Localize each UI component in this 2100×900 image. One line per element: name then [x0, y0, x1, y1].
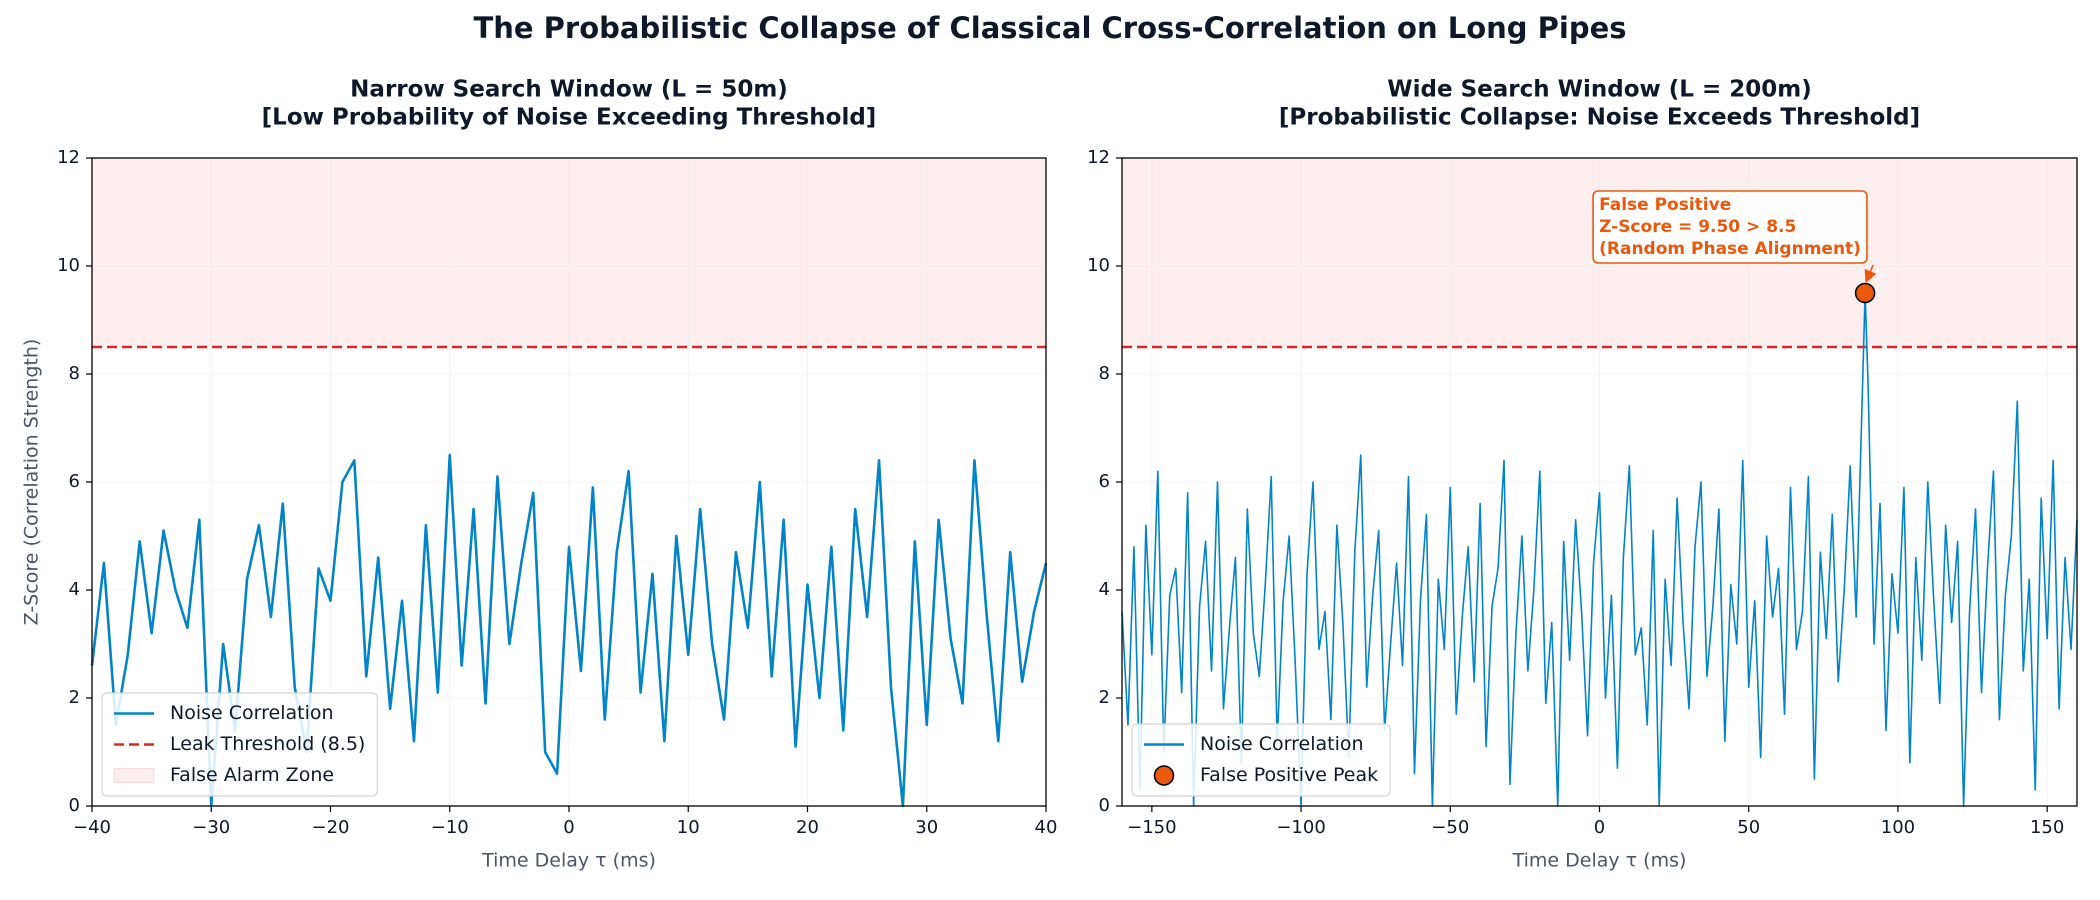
y-tick-label: 2: [69, 687, 80, 708]
y-axis-label: Z-Score (Correlation Strength): [21, 339, 43, 626]
y-tick-label: 12: [57, 147, 80, 168]
x-tick-label: 0: [1594, 817, 1605, 838]
x-axis-label: Time Delay τ (ms): [1512, 850, 1687, 872]
x-tick-label: 50: [1737, 817, 1760, 838]
annotation-text: False Positive: [1599, 195, 1731, 215]
y-tick-label: 4: [69, 579, 80, 600]
legend: Noise Correlation False Positive Peak: [1131, 723, 1391, 797]
noise-line: [90, 453, 1048, 808]
y-tick-label: 10: [1087, 255, 1110, 276]
y-tick-label: 10: [57, 255, 80, 276]
legend-marker: [1153, 765, 1175, 786]
x-tick-label: −40: [73, 817, 111, 838]
y-tick-label: 2: [1099, 687, 1110, 708]
y-tick-label: 12: [1087, 147, 1110, 168]
subplot-title: Wide Search Window (L = 200m): [1387, 77, 1811, 103]
suptitle: The Probabilistic Collapse of Classical …: [473, 11, 1626, 45]
x-tick-label: −30: [192, 817, 230, 838]
noise-line: [1121, 292, 2078, 807]
legend-label: False Positive Peak: [1200, 764, 1378, 786]
x-tick-label: −50: [1431, 817, 1469, 838]
x-tick-label: −150: [1127, 817, 1176, 838]
x-tick-label: 150: [2030, 817, 2064, 838]
legend-patch: [113, 768, 155, 783]
annotation-box: [1592, 190, 1868, 264]
legend: Noise Correlation Leak Threshold (8.5) Fal…: [101, 692, 378, 797]
y-tick-label: 6: [69, 471, 80, 492]
annotation-text: Z-Score = 9.50 > 8.5: [1599, 217, 1796, 237]
y-tick-label: 0: [1099, 795, 1110, 816]
x-tick-label: −10: [431, 817, 469, 838]
subplot-title: [Low Probability of Noise Exceeding Thre…: [262, 105, 877, 131]
x-tick-label: 100: [1881, 817, 1915, 838]
legend-box: [101, 692, 378, 797]
x-tick-label: 40: [1035, 817, 1058, 838]
x-tick-label: 10: [677, 817, 700, 838]
subplot-title: [Probabilistic Collapse: Noise Exceeds T…: [1279, 105, 1920, 131]
legend-label: Leak Threshold (8.5): [170, 733, 365, 755]
y-tick-label: 8: [69, 363, 80, 384]
annotation-text: (Random Phase Alignment): [1599, 239, 1861, 259]
y-tick-label: 4: [1099, 579, 1110, 600]
x-tick-label: 30: [915, 817, 938, 838]
x-tick-label: 20: [796, 817, 819, 838]
legend-label: Noise Correlation: [1200, 733, 1364, 755]
legend-box: [1131, 723, 1391, 797]
y-tick-label: 6: [1099, 471, 1110, 492]
subplot-title: Narrow Search Window (L = 50m): [350, 77, 788, 103]
x-tick-label: −100: [1276, 817, 1325, 838]
legend-label: False Alarm Zone: [170, 764, 334, 786]
plot-frame: [91, 157, 1047, 807]
annotation-arrow: [1864, 264, 1877, 284]
plot-frame: [1121, 157, 2078, 807]
x-tick-label: −20: [312, 817, 350, 838]
y-tick-label: 0: [69, 795, 80, 816]
peak-marker: [1854, 282, 1876, 304]
x-tick-label: 0: [563, 817, 574, 838]
x-axis-label: Time Delay τ (ms): [481, 850, 656, 872]
legend-label: Noise Correlation: [170, 702, 334, 724]
y-tick-label: 8: [1099, 363, 1110, 384]
